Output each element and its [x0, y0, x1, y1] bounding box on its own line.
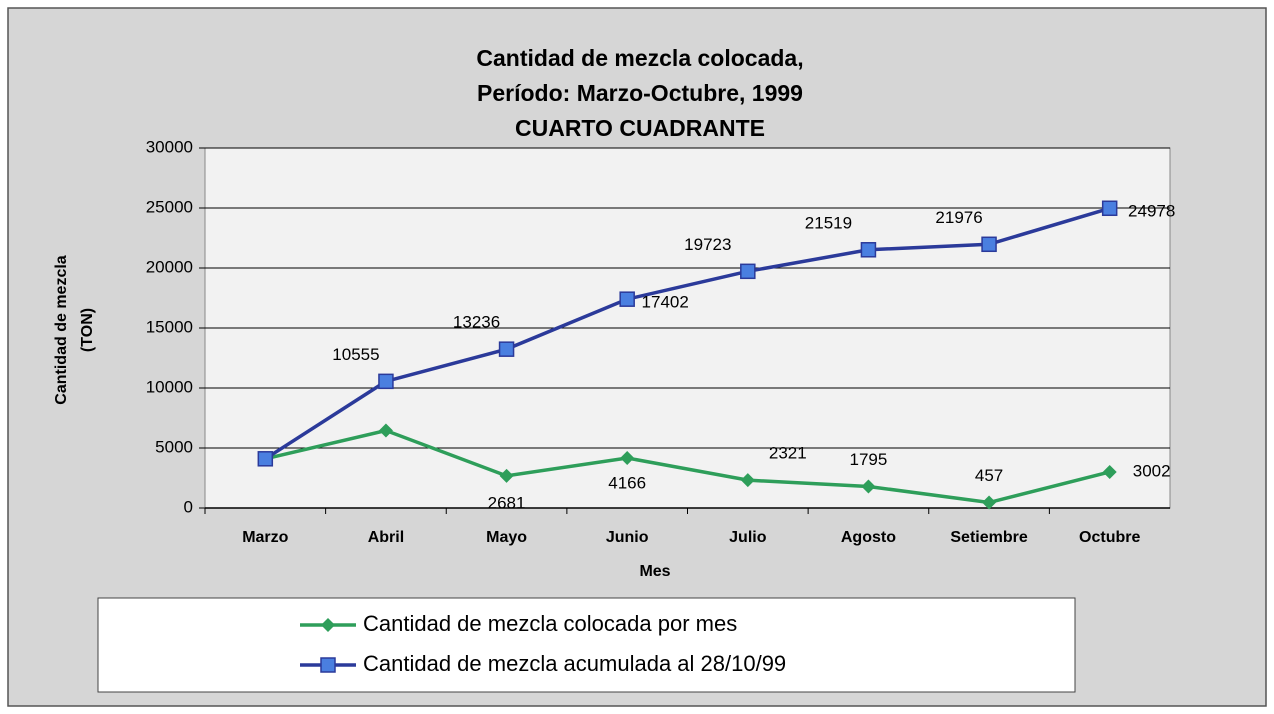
series-line	[264, 428, 1111, 505]
marker	[320, 657, 336, 673]
x-tick-label: Abril	[368, 529, 404, 546]
x-tick-label: Julio	[729, 529, 767, 546]
y-tick-label: 0	[184, 497, 193, 516]
x-tick-label: Mayo	[486, 529, 527, 546]
data-label: 24978	[1128, 202, 1175, 221]
x-axis-label: Mes	[639, 563, 670, 580]
marker	[981, 236, 997, 253]
data-label: 21976	[935, 208, 982, 227]
data-label: 2321	[769, 444, 807, 463]
y-axis-label: Cantidad de mezcla	[53, 255, 70, 404]
y-tick-label: 30000	[146, 137, 193, 156]
marker	[257, 451, 274, 467]
data-label: 1795	[850, 450, 888, 469]
data-label: 4166	[608, 473, 646, 492]
legend	[97, 597, 1076, 693]
data-label: 19723	[684, 235, 731, 254]
data-label: 17402	[642, 293, 689, 312]
marker	[861, 479, 876, 494]
chart-title: Período: Marzo-Octubre, 1999	[477, 80, 803, 106]
marker	[499, 468, 514, 483]
marker	[982, 495, 997, 510]
data-label: 10555	[332, 345, 379, 364]
marker	[1102, 464, 1117, 479]
marker	[740, 473, 755, 488]
marker	[498, 341, 515, 357]
legend-label: Cantidad de mezcla acumulada al 28/10/99	[363, 651, 786, 676]
marker	[378, 373, 394, 390]
data-label: 13236	[453, 313, 500, 332]
x-tick-label: Agosto	[841, 529, 896, 546]
chart-title: CUARTO CUADRANTE	[515, 115, 765, 141]
marker	[321, 618, 335, 632]
marker	[860, 242, 877, 258]
y-tick-label: 10000	[146, 377, 193, 396]
y-tick-label: 15000	[146, 317, 193, 336]
y-tick-label: 25000	[146, 197, 193, 216]
data-label: 2681	[488, 493, 526, 512]
y-axis-label: (TON)	[79, 308, 96, 352]
marker	[740, 263, 756, 280]
x-tick-label: Octubre	[1079, 529, 1140, 546]
legend-label: Cantidad de mezcla colocada por mes	[363, 611, 737, 636]
series-line	[264, 206, 1111, 461]
marker	[1101, 200, 1118, 217]
data-label: 3002	[1133, 461, 1171, 480]
marker	[378, 423, 393, 438]
x-tick-label: Marzo	[242, 529, 288, 546]
y-tick-label: 20000	[146, 257, 193, 276]
x-tick-label: Setiembre	[950, 529, 1027, 546]
x-tick-label: Junio	[606, 529, 649, 546]
marker	[620, 451, 635, 466]
chart-title: Cantidad de mezcla colocada,	[476, 45, 803, 71]
data-label: 457	[975, 466, 1003, 485]
data-label: 21519	[805, 213, 852, 232]
marker	[619, 291, 635, 307]
y-tick-label: 5000	[155, 437, 193, 456]
